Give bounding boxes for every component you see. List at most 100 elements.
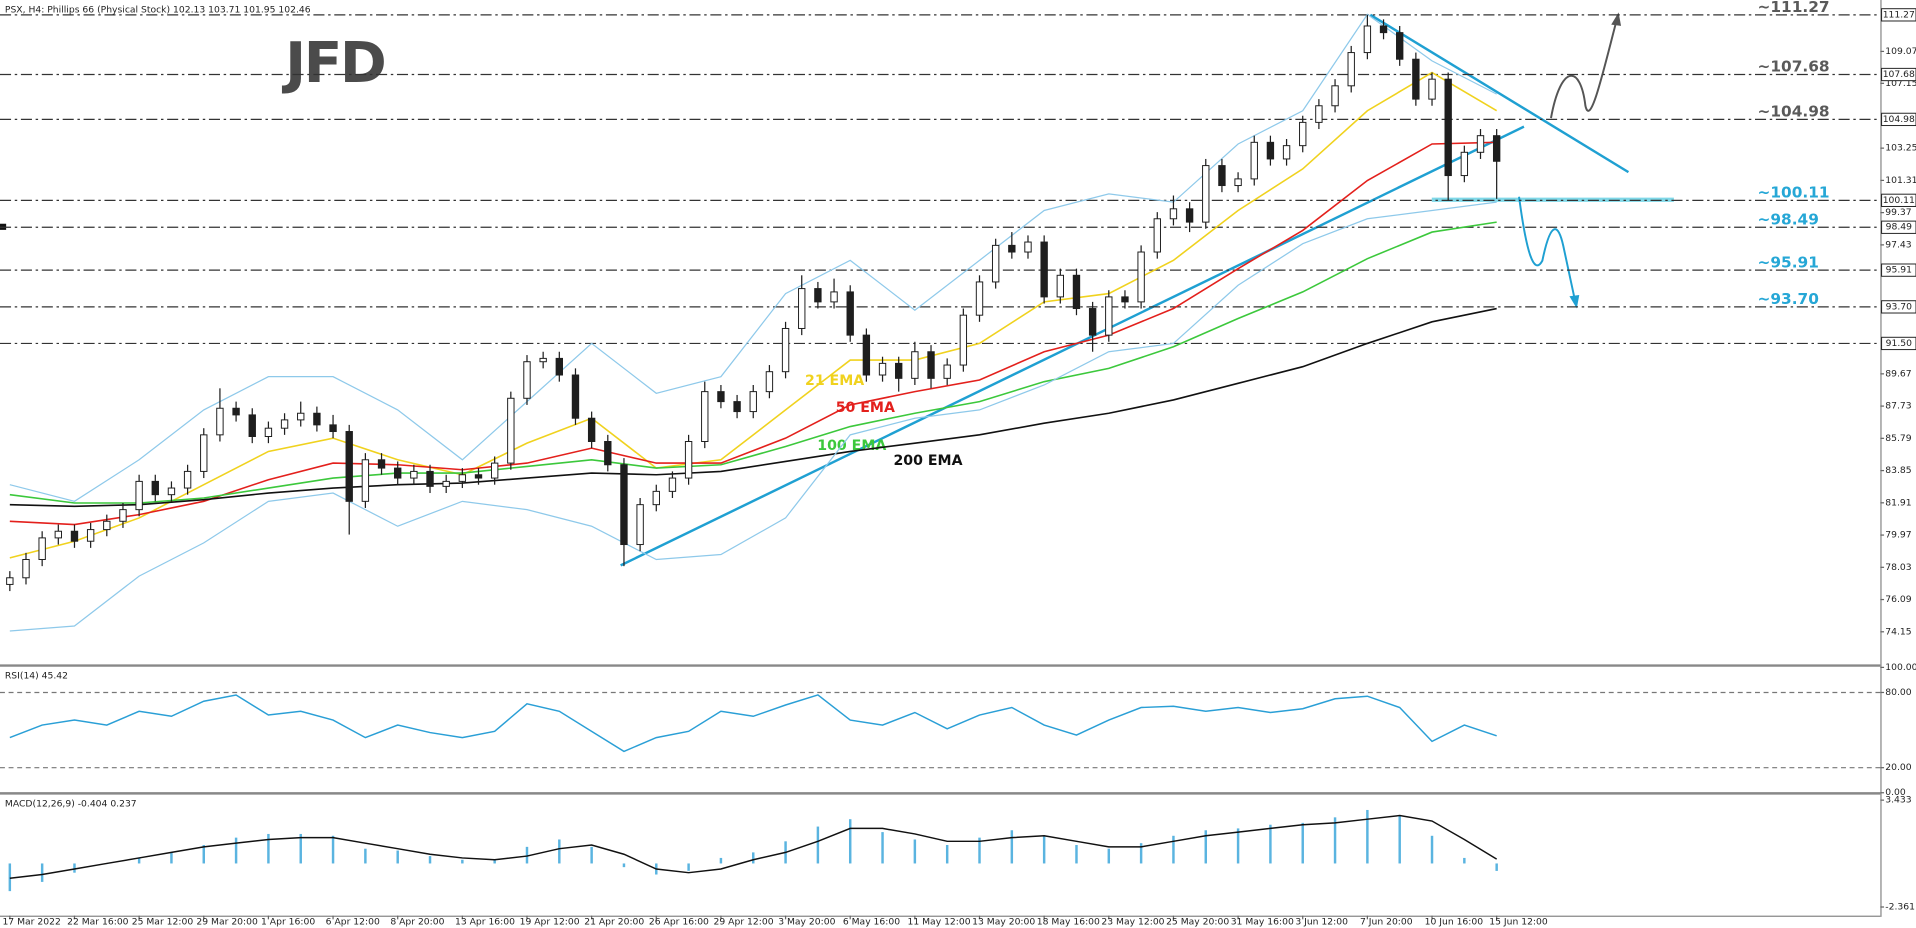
y-tick-label: 79.97 [1885, 530, 1911, 541]
histogram-bar [1430, 835, 1434, 864]
band-line [9, 13, 1497, 502]
candle-body [959, 314, 968, 366]
candle-body [1363, 25, 1372, 54]
candle-body [927, 351, 935, 379]
ema-line [9, 141, 1497, 526]
level-box-label: 91.50 [1886, 338, 1912, 349]
histogram-bar [40, 863, 44, 882]
histogram-bar [170, 852, 173, 864]
histogram-bar [493, 859, 496, 864]
level-note: ~104.98 [1757, 103, 1829, 121]
histogram-bar [1042, 835, 1046, 864]
logo: JFD [281, 31, 384, 96]
histogram-bar [267, 833, 270, 864]
candle-body [717, 391, 725, 403]
candle-body [410, 470, 418, 479]
candle-body [523, 361, 531, 399]
x-tick-label: 15 Jun 12:00 [1489, 916, 1548, 927]
histogram-bar [364, 848, 367, 864]
level-note: ~111.27 [1757, 0, 1829, 16]
level-box-label: 111.27 [1883, 9, 1915, 20]
candle-body [1202, 165, 1210, 223]
histogram-bar [299, 833, 302, 864]
x-tick-label: 11 May 12:00 [907, 916, 970, 927]
x-tick-label: 17 Mar 2022 [2, 916, 60, 927]
candle-body [652, 490, 660, 506]
candle-body [846, 291, 854, 336]
candle-body [814, 288, 822, 303]
y-tick-label: 101.31 [1885, 175, 1916, 186]
candle-body [1492, 135, 1501, 162]
candle-body [1056, 274, 1065, 298]
x-tick-label: 31 May 16:00 [1231, 916, 1294, 927]
candle-body [749, 391, 757, 413]
candle-body [474, 474, 483, 479]
candle-body [620, 464, 628, 546]
level-note: ~95.91 [1757, 253, 1818, 271]
ema-line [9, 221, 1497, 504]
candle-body [264, 427, 273, 438]
candle-body [684, 441, 693, 479]
histogram-bar [1010, 830, 1014, 864]
signal-line [9, 814, 1498, 879]
y-tick-label: 83.85 [1885, 465, 1911, 476]
candle-body [781, 327, 790, 373]
histogram-bar [1333, 817, 1337, 864]
candle-body [135, 480, 143, 511]
histogram-bar [1366, 809, 1369, 864]
candle-body [38, 537, 46, 560]
ema-line [9, 307, 1497, 508]
histogram-bar [945, 845, 949, 864]
candle-body [1428, 78, 1436, 100]
panel-title: RSI(14) 45.42 [5, 671, 68, 682]
histogram-bar [8, 863, 12, 892]
y-tick-label: 0.00 [1885, 787, 1906, 798]
chart-header: PSX, H4: Phillips 66 (Physical Stock) 10… [5, 4, 311, 15]
candle-body [862, 334, 871, 376]
arrowhead [1611, 12, 1622, 26]
histogram-bar [1463, 857, 1466, 864]
x-tick-label: 10 Jun 16:00 [1425, 916, 1484, 927]
candle-body [1315, 105, 1323, 123]
histogram-bar [752, 852, 755, 864]
candle-body [313, 412, 321, 426]
candle-body [377, 459, 386, 469]
candle-body [830, 291, 838, 303]
candle-body [798, 288, 806, 329]
candle-body [878, 362, 887, 376]
panel-title: MACD(12,26,9) -0.404 0.237 [5, 798, 137, 809]
candle-body [604, 441, 612, 466]
candle-body [22, 559, 30, 579]
level-box-label: 100.11 [1883, 195, 1915, 206]
histogram-bar [881, 832, 884, 864]
candle-body [248, 414, 256, 438]
y-tick-label: 89.67 [1885, 368, 1911, 379]
candle-body [1331, 85, 1339, 107]
candle-body [1299, 121, 1307, 147]
candle-body [701, 391, 709, 442]
candle-body [1105, 296, 1113, 336]
level-box [1881, 193, 1916, 207]
candle-body [1379, 25, 1388, 34]
x-tick-label: 3 Jun 12:00 [1295, 916, 1348, 927]
candle-body [668, 477, 677, 492]
x-tick-label: 13 May 20:00 [972, 916, 1035, 927]
candle-body [1282, 145, 1291, 160]
candle-body [297, 412, 305, 421]
level-box [1881, 67, 1916, 82]
x-tick-label: 19 Apr 12:00 [520, 916, 580, 927]
candle-body [1250, 141, 1258, 180]
histogram-bar [816, 826, 820, 864]
candle-body [167, 487, 176, 496]
y-tick-label: 99.37 [1885, 207, 1911, 218]
candle-body [571, 374, 580, 419]
level-box [1881, 263, 1916, 277]
histogram-bar [202, 845, 205, 864]
candle-body [1412, 58, 1420, 100]
candle-body [895, 362, 903, 379]
candle-body [1072, 274, 1081, 310]
candle-body [151, 480, 159, 496]
level-box-label: 107.68 [1883, 69, 1915, 80]
candle-body [507, 397, 515, 464]
level-box [1881, 220, 1916, 234]
